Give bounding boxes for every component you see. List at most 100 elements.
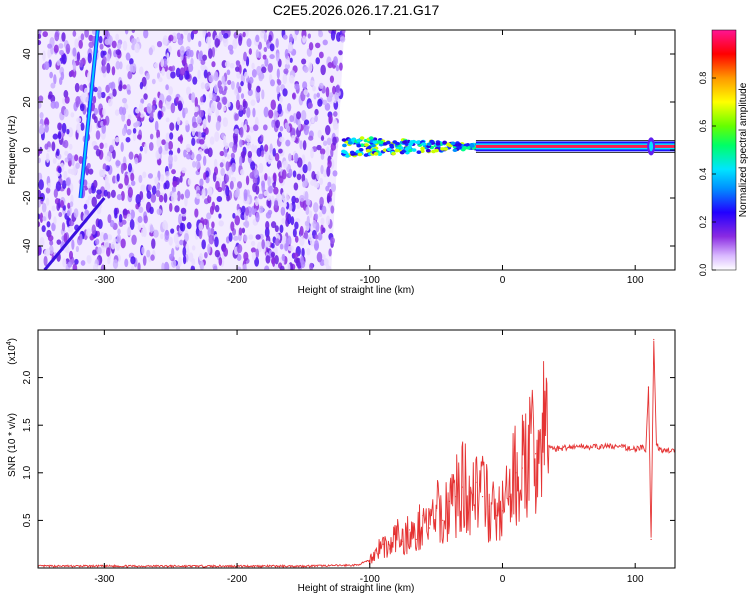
heatmap-cell	[171, 65, 176, 72]
heatmap-cell	[214, 71, 219, 80]
heatmap-cell	[83, 203, 88, 210]
heatmap-cell	[107, 98, 113, 107]
heatmap-cell	[224, 60, 230, 68]
carrier-blob	[421, 142, 426, 146]
y-tick-label: 40	[22, 48, 33, 60]
heatmap-cell	[42, 50, 46, 61]
heatmap-cell	[227, 44, 234, 51]
heatmap-cell	[302, 35, 307, 44]
heatmap-cell	[208, 74, 214, 83]
heatmap-cell	[312, 219, 317, 229]
heatmap-cell	[264, 265, 270, 270]
heatmap-cell	[118, 213, 123, 223]
snr-point	[462, 486, 464, 488]
carrier-blob	[466, 146, 471, 150]
heatmap-cell	[242, 100, 248, 109]
heatmap-cell	[301, 110, 307, 121]
heatmap-cell	[245, 134, 252, 143]
heatmap-cell	[306, 215, 310, 227]
heatmap-cell	[289, 57, 293, 63]
snr-point	[382, 543, 384, 545]
heatmap-cell	[201, 239, 206, 250]
heatmap-cell	[311, 117, 315, 124]
y-tick-label: -40	[22, 238, 33, 253]
snr-point	[634, 448, 636, 450]
heatmap-cell	[322, 227, 326, 233]
snr-point	[568, 446, 570, 448]
carrier-blob	[457, 142, 462, 147]
heatmap-cell	[307, 161, 312, 172]
heatmap-cell	[234, 215, 241, 226]
colorbar-ticks: 0.0 0.2 0.4 0.6 0.8	[698, 72, 716, 276]
heatmap-cell	[214, 38, 220, 48]
snr-point	[548, 445, 550, 447]
heatmap-cell	[275, 38, 279, 48]
heatmap-cell	[320, 135, 325, 142]
heatmap-cell	[68, 143, 73, 150]
heatmap-cell	[61, 32, 66, 42]
heatmap-cell	[139, 112, 145, 118]
heatmap-cell	[245, 175, 250, 186]
heatmap-cell	[330, 237, 335, 245]
heatmap-cell	[265, 220, 270, 230]
heatmap-cell	[66, 47, 70, 55]
heatmap-cell	[73, 208, 79, 218]
heatmap-cell	[171, 192, 176, 204]
carrier-blob	[341, 138, 347, 142]
heatmap-cell	[75, 162, 80, 169]
heatmap-cell	[126, 213, 132, 222]
heatmap-cell	[191, 245, 196, 251]
snr-point	[645, 451, 647, 453]
x-tick-label: -300	[94, 574, 114, 585]
heatmap-cell	[192, 76, 198, 85]
heatmap-cell	[258, 162, 264, 174]
heatmap-cell	[38, 101, 42, 109]
heatmap-cell	[47, 182, 51, 189]
heatmap-cell	[38, 179, 44, 191]
heatmap-cell	[168, 140, 174, 151]
heatmap-cell	[218, 220, 224, 226]
heatmap-cell	[204, 127, 209, 136]
heatmap-cell	[79, 84, 84, 91]
heatmap-cell	[301, 154, 306, 165]
heatmap-cell	[99, 43, 104, 50]
y-tick-label: 20	[22, 96, 33, 108]
heatmap-cell	[152, 99, 156, 106]
heatmap-cell	[311, 170, 316, 180]
heatmap-cell	[305, 198, 311, 206]
heatmap-cell	[233, 235, 239, 241]
heatmap-cell	[314, 243, 319, 250]
heatmap-cell	[197, 69, 201, 80]
y-tick-label: 0.5	[22, 513, 33, 527]
heatmap-cell	[92, 95, 97, 104]
heatmap-cell	[114, 137, 120, 143]
heatmap-cell	[146, 249, 151, 258]
heatmap-cell	[57, 131, 62, 140]
heatmap-cell	[171, 169, 176, 175]
heatmap-cell	[148, 47, 153, 56]
heatmap-cell	[316, 170, 320, 181]
heatmap-cell	[296, 111, 302, 120]
heatmap-cell	[151, 185, 157, 195]
heatmap-cell	[268, 34, 272, 42]
heatmap-cell	[179, 67, 186, 76]
heatmap-cell	[231, 162, 236, 173]
heatmap-cell	[186, 222, 192, 230]
heatmap-cell	[51, 222, 56, 232]
carrier-blob	[359, 136, 365, 140]
heatmap-cell	[202, 54, 207, 61]
heatmap-cell	[80, 260, 86, 266]
snr-point	[544, 429, 546, 431]
heatmap-cell	[78, 39, 83, 49]
heatmap-cell	[286, 263, 291, 270]
snr-point	[554, 448, 557, 450]
heatmap-cell	[282, 234, 287, 244]
heatmap-cell	[251, 252, 256, 261]
heatmap-cell	[206, 212, 212, 220]
heatmap-cell	[49, 245, 54, 255]
heatmap-cell	[328, 248, 332, 257]
heatmap-cell	[277, 103, 282, 115]
heatmap-cell	[222, 105, 227, 112]
heatmap-cell	[335, 64, 340, 72]
heatmap-cell	[165, 84, 169, 91]
